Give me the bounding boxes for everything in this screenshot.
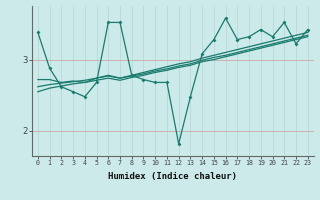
X-axis label: Humidex (Indice chaleur): Humidex (Indice chaleur) [108,172,237,181]
